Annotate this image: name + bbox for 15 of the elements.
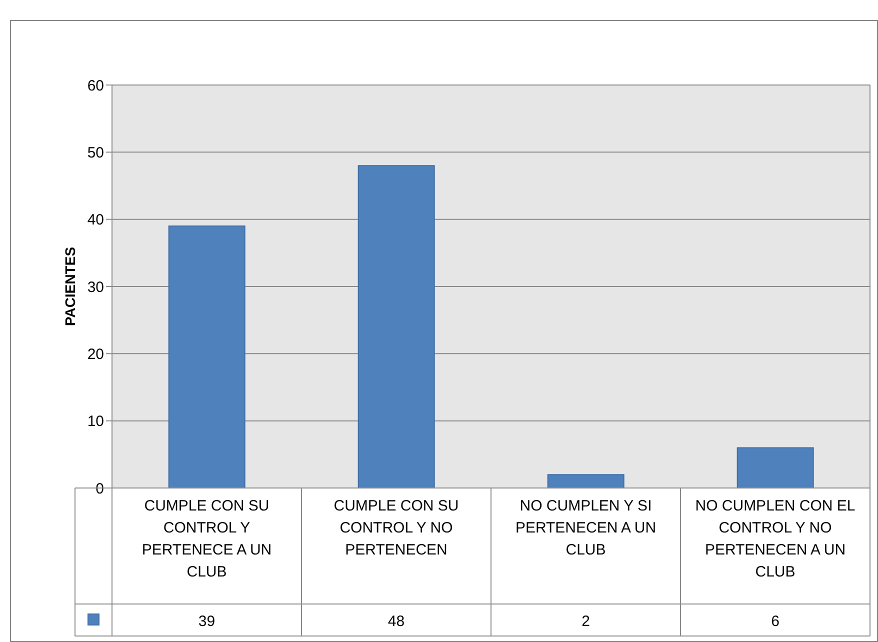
data-label: 48 — [388, 613, 405, 630]
y-tick-label: 10 — [87, 413, 104, 430]
x-tick-label: NO CUMPLEN CON EL CONTROL Y NO PERTENECEN A UN CLUB — [695, 498, 856, 581]
data-label: 39 — [198, 613, 216, 630]
y-tick-label: 60 — [87, 77, 104, 94]
data-label: 6 — [771, 613, 780, 630]
y-tick-label: 50 — [87, 144, 104, 162]
x-tick-label: NO CUMPLEN Y SI PERTENECEN A UN CLUB — [515, 498, 656, 559]
data-label: 2 — [582, 613, 590, 630]
y-axis-title: PACIENTES — [62, 246, 78, 326]
x-tick-label: CUMPLE CON SU CONTROL Y PERTENECE A UN CLUB — [142, 498, 272, 581]
y-tick-label: 40 — [87, 212, 104, 229]
x-tick-label: CUMPLE CON SU CONTROL Y NO PERTENECEN — [334, 498, 459, 559]
y-tick-label: 20 — [87, 346, 104, 363]
y-tick-label: 30 — [87, 278, 104, 296]
